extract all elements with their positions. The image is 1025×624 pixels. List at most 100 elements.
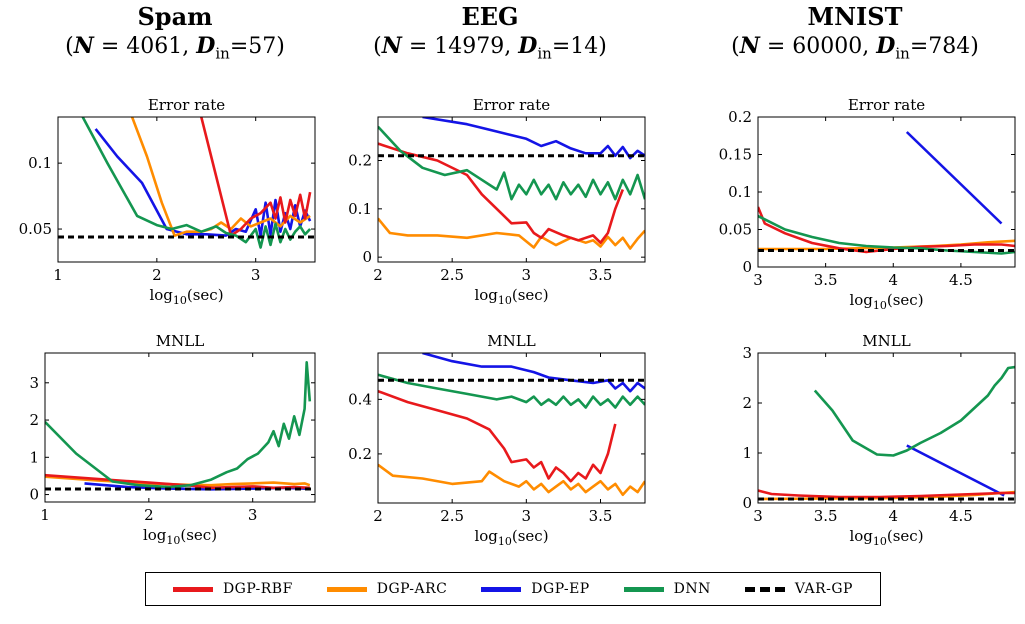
series-group — [378, 117, 645, 250]
series-group — [758, 365, 1015, 501]
x-tick-label: 3.5 — [814, 271, 838, 289]
chart-panel-5: MNLL 3 3.5 4 4.5 0 1 2 3 log10(sec) — [742, 332, 1016, 548]
chart-title: MNLL — [862, 332, 910, 350]
y-tick-label: 2 — [742, 394, 752, 412]
series-line-dnn — [378, 125, 645, 201]
chart-panel-0: Error rate 1 2 3 0.05 0.1 log10(sec) — [19, 96, 316, 307]
chart-panel-4: MNLL 2 2.5 3 3.5 0.2 0.4 log10(sec) — [348, 332, 646, 548]
plot-frame — [377, 352, 646, 504]
x-tick-label: 3 — [522, 507, 532, 525]
chart-title: Error rate — [473, 96, 550, 114]
dataset-meta: (N = 4061, Din=57) — [65, 33, 285, 63]
x-tick-label: 2.5 — [440, 266, 464, 284]
series-group — [758, 131, 1015, 255]
series-line-dgp-rbf — [758, 206, 1015, 254]
series-line-dgp-ep — [422, 353, 645, 393]
x-tick-label: 4.5 — [949, 507, 973, 525]
x-tick-label: 2 — [144, 506, 154, 524]
y-tick-label: 0 — [362, 248, 372, 266]
column-header-eeg: EEG (N = 14979, Din=14) — [345, 2, 635, 67]
legend-item-dnn: DNN — [623, 581, 711, 597]
x-axis-label: log10(sec) — [149, 286, 223, 307]
chart-title: Error rate — [848, 96, 925, 114]
series-group — [45, 361, 315, 491]
chart-panel-1: Error rate 2 2.5 3 3.5 0 0.1 0.2 log10(sec) — [348, 96, 646, 307]
series-line-dnn — [45, 361, 312, 489]
series-line-dgp-arc — [130, 117, 311, 237]
x-tick-label: 3.5 — [589, 507, 613, 525]
y-tick-label: 0 — [742, 258, 752, 276]
legend-swatch — [481, 586, 522, 592]
column-header-mnist: MNIST (N = 60000, Din=784) — [695, 2, 1015, 67]
x-tick-label: 2 — [152, 266, 162, 284]
x-tick-label: 1 — [40, 506, 50, 524]
column-header-spam: Spam (N = 4061, Din=57) — [40, 2, 310, 67]
x-axis-label: log10(sec) — [849, 291, 923, 312]
series-line-dgp-ep — [906, 444, 1005, 497]
y-tick-label: 2 — [29, 411, 39, 429]
series-line-dnn — [81, 117, 312, 249]
chart-title: MNLL — [156, 332, 204, 350]
x-tick-label: 3 — [753, 271, 763, 289]
legend-item-dgp-arc: DGP-ARC — [326, 581, 448, 597]
series-line-dgp-ep — [422, 117, 645, 160]
x-tick-label: 2.5 — [440, 507, 464, 525]
dataset-name: EEG — [461, 2, 519, 31]
series-line-dgp-rbf — [758, 489, 1015, 499]
x-axis-label: log10(sec) — [474, 527, 548, 548]
y-tick-label: 0.2 — [728, 108, 752, 126]
y-tick-label: 0.05 — [19, 220, 52, 238]
x-tick-label: 3 — [753, 507, 763, 525]
x-tick-label: 1 — [53, 266, 63, 284]
x-tick-label: 3 — [251, 266, 261, 284]
series-line-dgp-ep — [94, 128, 312, 237]
plot-frame — [57, 116, 316, 263]
series-line-dgp-arc — [378, 217, 645, 250]
y-tick-label: 3 — [29, 374, 39, 392]
y-tick-label: 0.1 — [728, 183, 752, 201]
x-tick-label: 3 — [522, 266, 532, 284]
series-line-dnn — [758, 214, 1015, 255]
series-line-dgp-arc — [378, 463, 645, 497]
dataset-meta: (N = 14979, Din=14) — [373, 33, 607, 63]
plot-frame — [377, 116, 646, 263]
series-line-dnn — [378, 373, 645, 409]
legend-swatch — [744, 586, 785, 592]
x-axis-label: log10(sec) — [849, 527, 923, 548]
series-line-dgp-rbf — [378, 389, 617, 483]
series-line-dnn — [813, 365, 1015, 457]
legend-item-dgp-ep: DGP-EP — [481, 581, 589, 597]
x-tick-label: 3 — [248, 506, 258, 524]
legend-label: DGP-EP — [531, 581, 590, 597]
x-axis-label: log10(sec) — [143, 526, 217, 547]
x-axis-label: log10(sec) — [474, 286, 548, 307]
y-tick-label: 0 — [742, 494, 752, 512]
y-tick-label: 1 — [29, 448, 39, 466]
y-tick-label: 0.1 — [28, 154, 52, 172]
y-tick-label: 0.4 — [348, 390, 372, 408]
chart-panel-2: Error rate 3 3.5 4 4.5 0 0.05 0.1 0.15 0.2 log10(s… — [719, 96, 1016, 312]
y-tick-label: 0.2 — [348, 152, 372, 170]
series-group — [58, 117, 315, 249]
y-tick-label: 1 — [742, 444, 752, 462]
series-line-dgp-rbf — [45, 473, 310, 490]
x-tick-label: 3.5 — [814, 507, 838, 525]
y-tick-label: 0.1 — [348, 200, 372, 218]
x-tick-label: 3.5 — [589, 266, 613, 284]
plot-frame — [44, 352, 316, 503]
x-tick-label: 2 — [373, 507, 383, 525]
legend-label: DNN — [673, 581, 711, 597]
legend-item-dgp-rbf: DGP-RBF — [172, 581, 293, 597]
series-group — [378, 353, 645, 497]
y-tick-label: 0.15 — [719, 146, 752, 164]
x-tick-label: 4.5 — [949, 271, 973, 289]
chart-title: Error rate — [148, 96, 225, 114]
dataset-name: Spam — [137, 2, 213, 31]
series-line-dgp-rbf — [200, 117, 312, 237]
y-tick-label: 0 — [29, 486, 39, 504]
legend-swatch — [172, 586, 213, 592]
dataset-name: MNIST — [807, 2, 903, 31]
legend-swatch — [623, 586, 664, 592]
